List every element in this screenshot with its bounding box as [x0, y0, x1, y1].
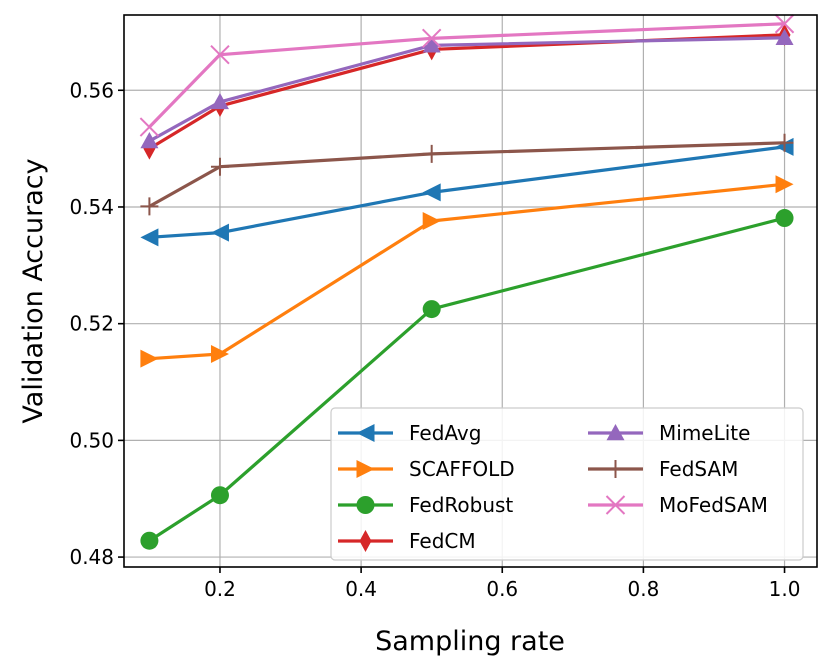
legend-box — [330, 407, 804, 561]
y-axis-label: Validation Accuracy — [18, 158, 49, 423]
data-point-fedrobust — [140, 531, 159, 550]
data-point-scaffold — [422, 211, 441, 230]
series-line-fedrobust — [148, 216, 785, 543]
legend-label-mofedsam: MoFedSAM — [659, 493, 768, 517]
legend-marker-mofedsam — [605, 495, 626, 515]
data-point-mimelite — [140, 132, 159, 149]
legend-entry-fedrobust: FedRobust — [338, 493, 513, 517]
y-tick-label: 0.54 — [69, 195, 114, 219]
legend-label-scaffold: SCAFFOLD — [409, 457, 515, 481]
legend-marker-fedsam — [606, 460, 625, 478]
series-scaffold — [140, 175, 794, 368]
x-tick-label: 0.4 — [345, 577, 377, 601]
x-tick-label: 0.6 — [486, 577, 518, 601]
data-point-fedrobust — [775, 209, 794, 228]
data-point-fedavg — [422, 183, 441, 202]
series-fedrobust — [140, 209, 794, 550]
series-line-scaffold — [149, 182, 785, 361]
legend-label-fedrobust: FedRobust — [409, 493, 513, 517]
legend-entry-fedcm: FedCM — [338, 529, 476, 553]
data-point-mofedsam — [774, 14, 795, 34]
data-point-mimelite — [775, 28, 794, 45]
y-tick-label: 0.48 — [69, 545, 114, 569]
legend-marker-scaffold — [356, 460, 375, 478]
legend-marker-fedcm — [359, 530, 372, 552]
data-point-scaffold — [775, 175, 794, 194]
data-point-fedavg — [140, 228, 159, 247]
legend-label-fedavg: FedAvg — [409, 421, 481, 445]
data-point-mofedsam — [210, 44, 230, 65]
data-point-fedsam — [140, 197, 159, 216]
data-point-mimelite — [422, 36, 441, 53]
legend-label-fedsam: FedSAM — [659, 457, 738, 481]
legend-entry-mimelite: MimeLite — [588, 421, 750, 445]
legend-marker-fedavg — [356, 424, 375, 442]
axis-ticks: 0.2 0.4 0.6 0.8 1.0 0.48 0.50 0.52 0.54 0.56 — [69, 78, 800, 601]
data-point-fedavg — [210, 223, 229, 242]
legend: FedAvg SCAFFOLD FedRobust FedCM MimeLite FedS… — [330, 407, 804, 561]
x-tick-label: 0.2 — [204, 577, 236, 601]
legend-marker-fedrobust — [356, 496, 375, 514]
data-point-scaffold — [210, 345, 229, 364]
data-point-mimelite — [210, 92, 229, 110]
y-tick-label: 0.52 — [69, 312, 114, 336]
legend-entry-scaffold: SCAFFOLD — [338, 457, 515, 481]
series-line-mimelite — [148, 36, 785, 143]
x-axis-label: Sampling rate — [375, 626, 565, 657]
series-layer — [139, 14, 795, 550]
y-tick-label: 0.56 — [69, 78, 114, 102]
x-tick-label: 0.8 — [627, 577, 659, 601]
series-mimelite — [140, 28, 794, 149]
data-point-mofedsam — [421, 28, 442, 49]
data-point-fedrobust — [422, 300, 441, 319]
legend-label-mimelite: MimeLite — [659, 421, 750, 445]
legend-marker-mimelite — [606, 424, 625, 441]
series-fedsam — [140, 133, 794, 216]
data-point-fedsam — [422, 144, 441, 163]
plot-frame — [123, 14, 818, 568]
legend-label-fedcm: FedCM — [409, 529, 476, 553]
data-point-fedsam — [775, 133, 794, 152]
data-point-fedrobust — [210, 486, 229, 505]
data-point-scaffold — [140, 349, 159, 368]
series-mofedsam — [139, 14, 795, 137]
x-tick-label: 1.0 — [769, 577, 801, 601]
legend-entry-fedavg: FedAvg — [338, 421, 481, 445]
legend-entry-fedsam: FedSAM — [588, 457, 738, 481]
legend-entry-mofedsam: MoFedSAM — [588, 493, 768, 517]
y-tick-label: 0.50 — [69, 428, 114, 452]
data-point-mofedsam — [139, 117, 160, 137]
series-line-mofedsam — [148, 22, 785, 129]
series-line-fedsam — [148, 141, 785, 208]
data-point-fedsam — [210, 157, 229, 176]
series-line-fedavg — [149, 145, 785, 239]
